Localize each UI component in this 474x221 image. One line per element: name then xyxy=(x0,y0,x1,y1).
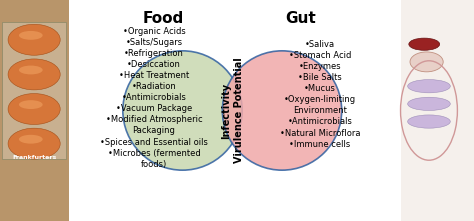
Ellipse shape xyxy=(222,51,342,170)
Ellipse shape xyxy=(410,52,443,72)
Ellipse shape xyxy=(19,100,43,109)
Ellipse shape xyxy=(19,31,43,40)
Ellipse shape xyxy=(409,38,439,50)
Ellipse shape xyxy=(8,59,60,90)
Bar xyxy=(0,0,69,221)
Ellipse shape xyxy=(408,115,450,128)
Ellipse shape xyxy=(408,97,450,110)
Ellipse shape xyxy=(8,128,60,159)
Ellipse shape xyxy=(19,66,43,74)
Bar xyxy=(2,22,66,159)
Ellipse shape xyxy=(408,80,450,93)
Ellipse shape xyxy=(123,51,242,170)
Text: Frankfurters: Frankfurters xyxy=(12,155,56,160)
Text: Infectivity
Virulence Potential: Infectivity Virulence Potential xyxy=(221,58,244,163)
Ellipse shape xyxy=(19,135,43,144)
Ellipse shape xyxy=(8,93,60,124)
Text: •Saliva
•Stomach Acid
•Enzymes
•Bile Salts
•Mucus
•Oxygen-limiting
Environment
•: •Saliva •Stomach Acid •Enzymes •Bile Sal… xyxy=(280,40,360,149)
Text: •Organic Acids
•Salts/Sugars
•Refrigeration
•Desiccation
•Heat Treatment
•Radiat: •Organic Acids •Salts/Sugars •Refrigerat… xyxy=(100,27,208,169)
Ellipse shape xyxy=(8,24,60,55)
Text: Food: Food xyxy=(143,11,184,26)
Text: Gut: Gut xyxy=(286,11,316,26)
Bar xyxy=(401,0,474,221)
